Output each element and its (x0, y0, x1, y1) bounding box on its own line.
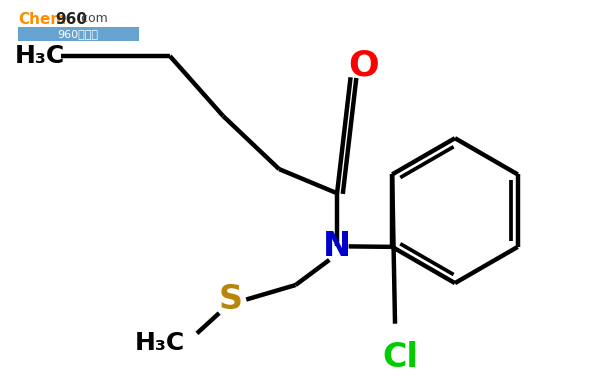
Text: S: S (219, 283, 243, 316)
Text: .com: .com (78, 12, 109, 25)
FancyBboxPatch shape (18, 27, 139, 40)
Text: Chem: Chem (18, 12, 67, 27)
Text: O: O (348, 49, 379, 83)
Text: 960化工网: 960化工网 (57, 29, 99, 39)
Text: 960: 960 (55, 12, 87, 27)
Text: H₃C: H₃C (15, 44, 65, 68)
Text: Cl: Cl (382, 341, 418, 374)
Text: H₃C: H₃C (135, 331, 185, 355)
Text: N: N (323, 230, 351, 263)
